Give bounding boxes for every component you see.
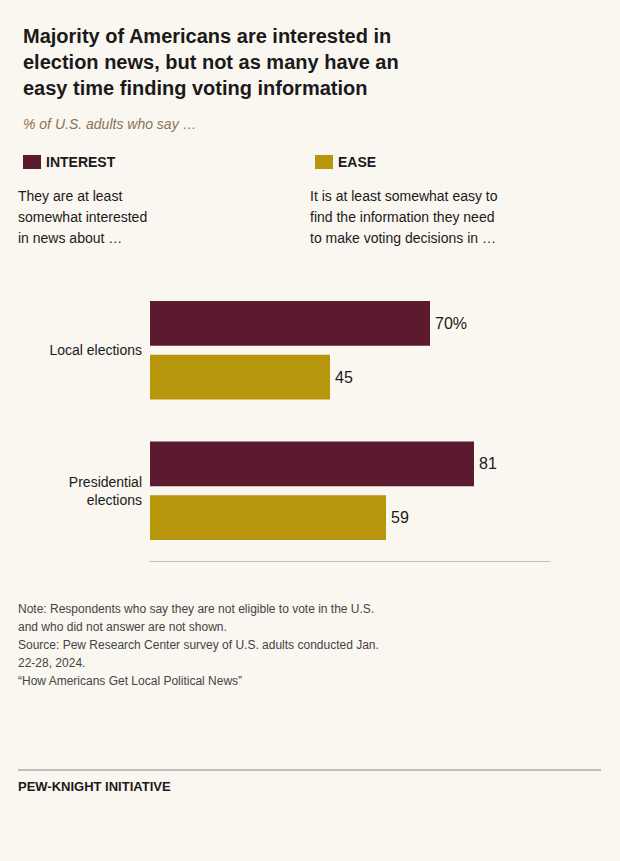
svg-text:in news about …: in news about … [18, 230, 122, 246]
svg-text:elections: elections [87, 492, 142, 508]
svg-text:Majority of Americans are inte: Majority of Americans are interested in [23, 25, 391, 47]
svg-text:81: 81 [479, 455, 497, 472]
svg-text:Presidential: Presidential [69, 474, 142, 490]
svg-text:45: 45 [335, 369, 353, 386]
svg-text:70%: 70% [435, 315, 467, 332]
svg-text:Local elections: Local elections [49, 342, 142, 358]
svg-text:It is at least somewhat easy t: It is at least somewhat easy to [310, 188, 498, 204]
svg-text:find the information they need: find the information they need [310, 209, 494, 225]
svg-text:easy time finding voting infor: easy time finding voting information [23, 77, 367, 99]
svg-text:“How Americans Get Local Polit: “How Americans Get Local Political News” [18, 674, 242, 688]
svg-text:INTEREST: INTEREST [46, 154, 116, 170]
svg-text:59: 59 [391, 509, 409, 526]
svg-text:22-28, 2024.: 22-28, 2024. [18, 656, 85, 670]
svg-text:Source: Pew Research Center su: Source: Pew Research Center survey of U.… [18, 638, 379, 652]
svg-text:somewhat interested: somewhat interested [18, 209, 147, 225]
svg-text:They are at least: They are at least [18, 188, 122, 204]
svg-text:Note: Respondents who say they: Note: Respondents who say they are not e… [18, 602, 374, 616]
svg-text:EASE: EASE [338, 154, 376, 170]
svg-text:to make voting decisions in …: to make voting decisions in … [310, 230, 496, 246]
svg-text:election news, but not as many: election news, but not as many have an [23, 51, 399, 73]
svg-text:and who did not answer are not: and who did not answer are not shown. [18, 620, 227, 634]
svg-text:% of U.S. adults who say …: % of U.S. adults who say … [23, 116, 197, 132]
svg-text:PEW-KNIGHT INITIATIVE: PEW-KNIGHT INITIATIVE [18, 779, 171, 794]
